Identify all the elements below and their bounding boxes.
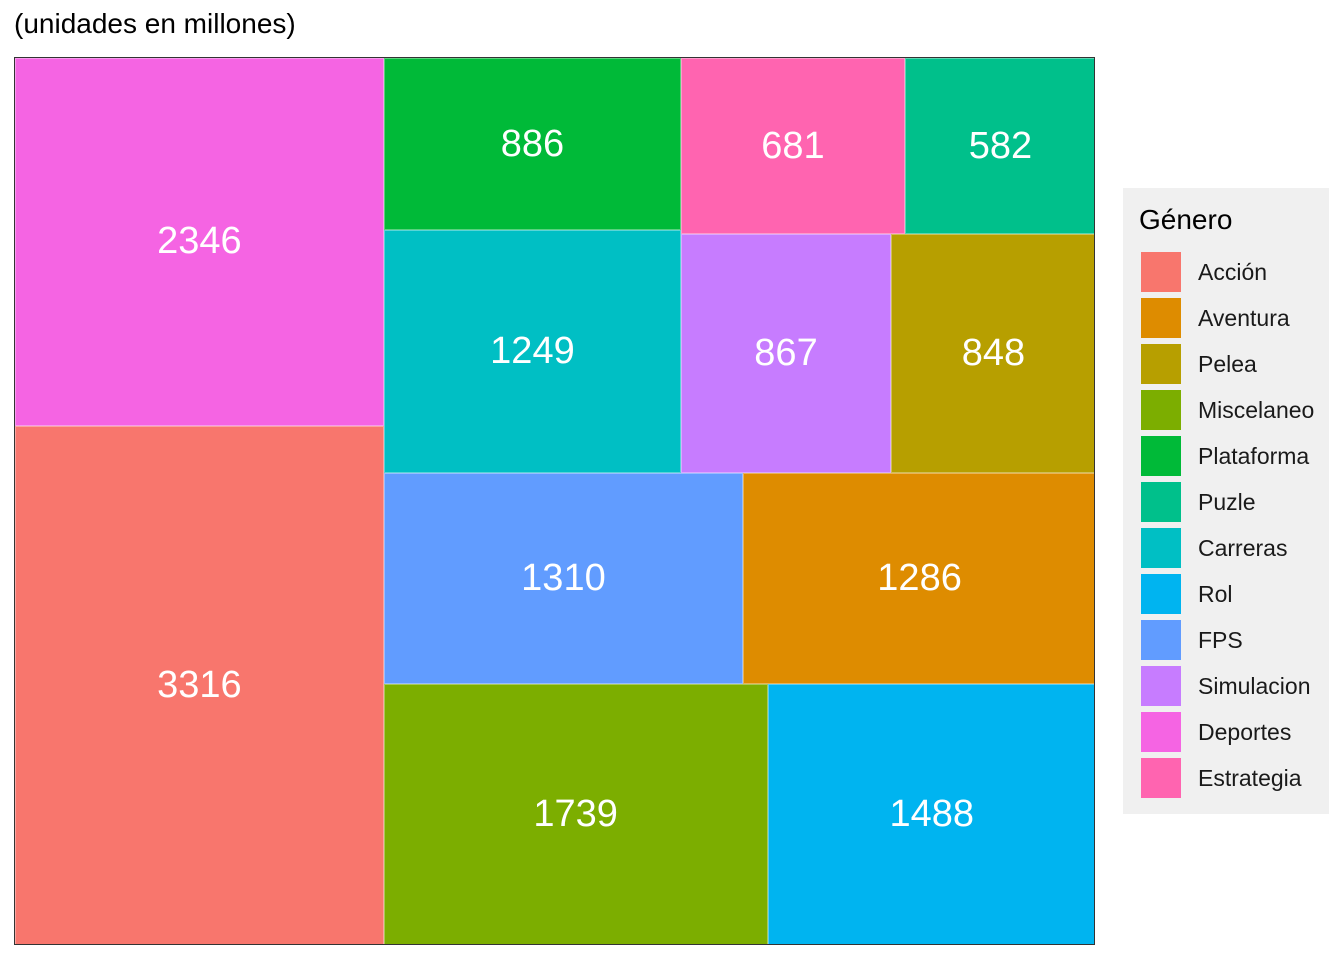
tile-accion: 3316 <box>15 425 384 944</box>
tile-value-label: 1286 <box>877 557 962 600</box>
legend-swatch <box>1141 482 1181 522</box>
legend-item-miscelaneo: Miscelaneo <box>1139 388 1329 432</box>
legend-swatch <box>1141 666 1181 706</box>
legend-label: FPS <box>1198 627 1243 653</box>
legend-swatch <box>1141 436 1181 476</box>
legend-item-rol: Rol <box>1139 572 1329 616</box>
legend-item-carreras: Carreras <box>1139 526 1329 570</box>
legend-item-simulacion: Simulacion <box>1139 664 1329 708</box>
chart-subtitle: (unidades en millones) <box>14 8 296 39</box>
tile-value-label: 848 <box>961 332 1026 375</box>
tile-estrategia: 681 <box>681 58 905 235</box>
tile-value-label: 886 <box>500 122 565 165</box>
legend-item-estrategia: Estrategia <box>1139 756 1329 800</box>
legend-item-accion: Acción <box>1139 250 1329 294</box>
tile-fps: 1310 <box>383 473 744 684</box>
tile-plataforma: 886 <box>383 58 682 231</box>
tile-miscelaneo: 1739 <box>383 683 768 944</box>
legend-swatch <box>1141 390 1181 430</box>
legend-title: Género <box>1139 204 1233 235</box>
legend-label: Aventura <box>1198 305 1290 331</box>
treemap-plot-area: 2346 3316 886 1249 681 582 867 848 1310 1286 1739 1… <box>14 57 1095 945</box>
tile-value-label: 582 <box>968 124 1033 167</box>
legend-swatch <box>1141 252 1181 292</box>
legend-item-pelea: Pelea <box>1139 342 1329 386</box>
tile-value-label: 867 <box>754 332 818 375</box>
legend-label: Rol <box>1198 581 1233 607</box>
tile-value-label: 1488 <box>889 793 975 836</box>
tile-carreras: 1249 <box>383 230 682 474</box>
legend-swatch <box>1141 574 1181 614</box>
tile-value-label: 1310 <box>521 557 606 600</box>
legend-label: Pelea <box>1198 351 1257 377</box>
tile-value-label: 1739 <box>533 793 618 836</box>
tile-value-label: 1249 <box>490 330 575 373</box>
legend-label: Miscelaneo <box>1198 397 1315 423</box>
tile-puzle: 582 <box>904 58 1094 235</box>
tile-value-label: 2346 <box>157 220 242 263</box>
tile-deportes: 2346 <box>15 58 384 426</box>
legend-swatch <box>1141 758 1181 798</box>
legend-label: Simulacion <box>1198 673 1311 699</box>
legend-label: Deportes <box>1198 719 1292 745</box>
legend-label: Estrategia <box>1198 765 1302 791</box>
tile-simulacion: 867 <box>681 234 891 474</box>
legend-item-deportes: Deportes <box>1139 710 1329 754</box>
legend-swatch <box>1141 712 1181 752</box>
legend-label: Carreras <box>1198 535 1288 561</box>
legend-item-puzle: Puzle <box>1139 480 1329 524</box>
legend-item-aventura: Aventura <box>1139 296 1329 340</box>
legend: Género Acción Aventura Pelea Miscelaneo Plat… <box>1123 188 1329 814</box>
legend-item-plataforma: Plataforma <box>1139 434 1329 478</box>
tile-value-label: 681 <box>761 124 825 167</box>
legend-swatch <box>1141 620 1181 660</box>
tile-value-label: 3316 <box>157 664 242 707</box>
legend-label: Plataforma <box>1198 443 1310 469</box>
legend-swatch <box>1141 298 1181 338</box>
legend-label: Puzle <box>1198 489 1256 515</box>
legend-item-fps: FPS <box>1139 618 1329 662</box>
legend-swatch <box>1141 344 1181 384</box>
tile-pelea: 848 <box>890 234 1094 474</box>
legend-swatch <box>1141 528 1181 568</box>
legend-label: Acción <box>1198 259 1268 285</box>
tile-rol: 1488 <box>767 683 1094 944</box>
tile-aventura: 1286 <box>743 473 1094 684</box>
